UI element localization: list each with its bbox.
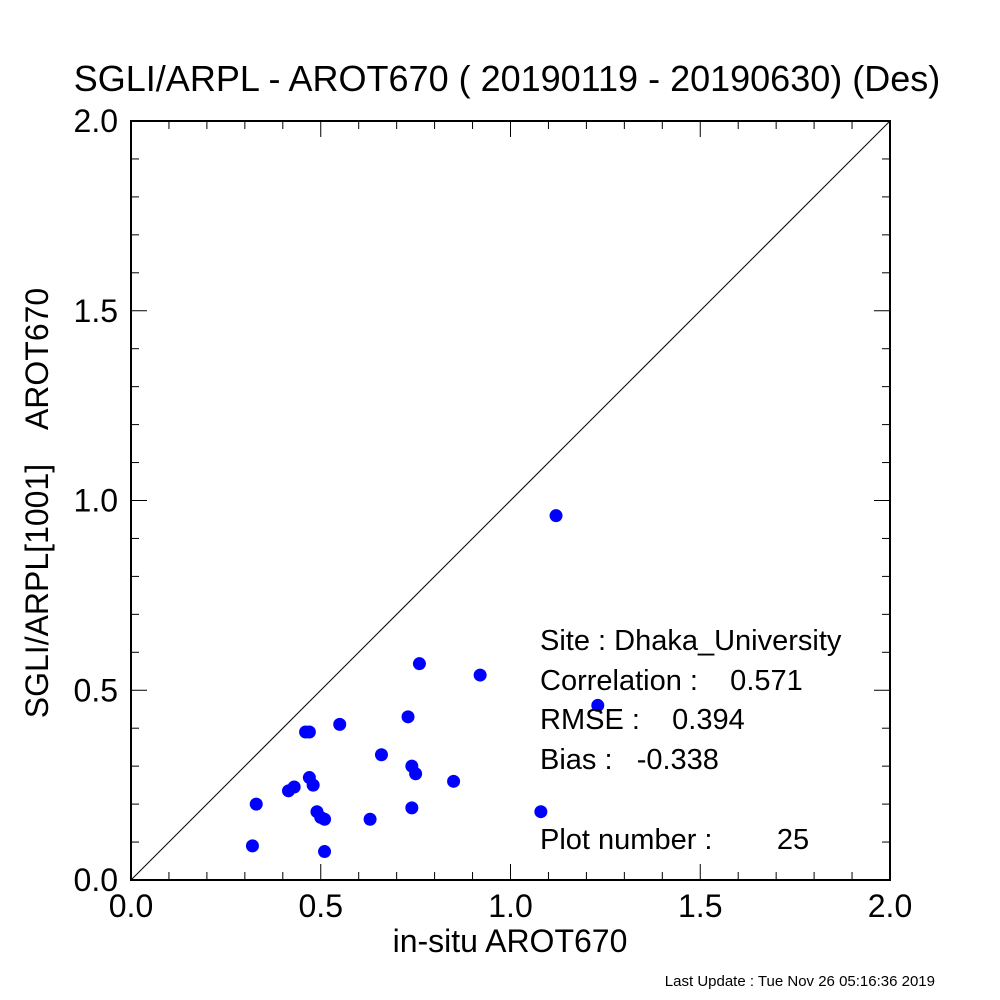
data-point [591, 698, 605, 712]
data-point [249, 797, 263, 811]
data-point [549, 509, 563, 523]
x-tick-label: 1.5 [678, 888, 722, 924]
x-tick-label: 0.5 [299, 888, 343, 924]
y-tick-label: 0.5 [74, 672, 118, 708]
data-point [281, 784, 295, 798]
data-point [409, 767, 423, 781]
data-point [405, 801, 419, 815]
data-points [245, 509, 605, 859]
last-update-footer: Last Update : Tue Nov 26 05:16:36 2019 [665, 973, 935, 990]
x-tick-label: 1.0 [488, 888, 532, 924]
site-label: Site : Dhaka_University [540, 625, 842, 657]
data-point [412, 657, 426, 671]
data-point [401, 710, 415, 724]
plot-number-label: Plot number : 25 [540, 824, 809, 856]
one-to-one-line [130, 120, 891, 881]
y-tick-label: 1.5 [74, 293, 118, 329]
stats-annotation: Site : Dhaka_University Correlation : 0.… [540, 625, 842, 856]
data-point [306, 778, 320, 792]
data-point [447, 774, 461, 788]
x-axis-label: in-situ AROT670 [393, 923, 628, 959]
y-axis-label: SGLI/ARPL[1001] AROT670 [19, 288, 55, 718]
data-point [302, 725, 316, 739]
plot-frame [130, 120, 891, 881]
rmse-label: RMSE : 0.394 [540, 704, 745, 736]
data-point [534, 805, 548, 819]
data-point [245, 839, 259, 853]
data-point [333, 717, 347, 731]
data-point [318, 845, 332, 859]
correlation-label: Correlation : 0.571 [540, 665, 803, 697]
data-point [318, 812, 332, 826]
y-tick-label: 2.0 [74, 103, 118, 139]
x-tick-label: 0.0 [109, 888, 153, 924]
bias-label: Bias : -0.338 [540, 744, 719, 776]
chart-title: SGLI/ARPL - AROT670 ( 20190119 - 2019063… [74, 58, 940, 99]
y-tick-label: 0.0 [74, 862, 118, 898]
data-point [374, 748, 388, 762]
y-tick-label: 1.0 [74, 483, 118, 519]
axes: 0.0 0.5 1.0 1.5 2.0 0.0 0.5 1.0 1.5 2.0 [74, 103, 913, 924]
x-tick-label: 2.0 [868, 888, 912, 924]
data-point [363, 812, 377, 826]
data-point [473, 668, 487, 682]
